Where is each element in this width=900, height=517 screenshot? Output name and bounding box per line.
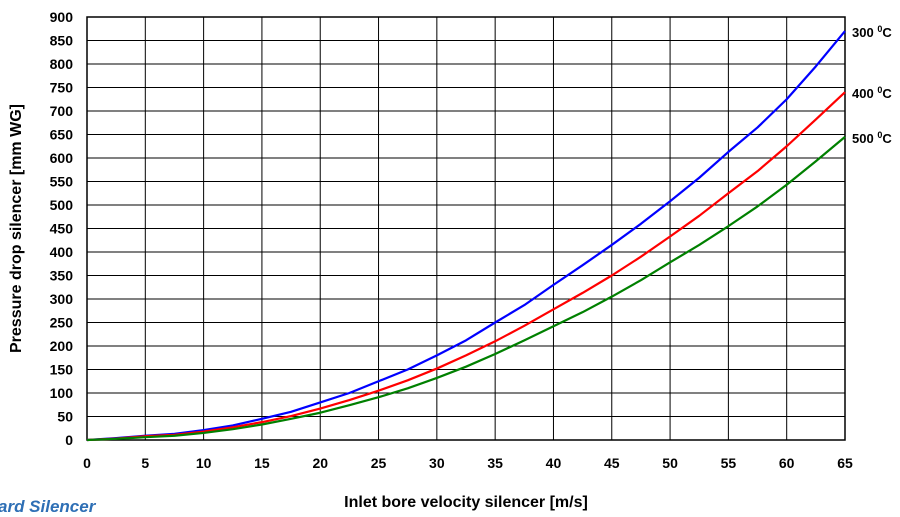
x-tick-label: 40 (546, 455, 562, 471)
y-tick-label: 750 (50, 80, 74, 96)
series-label-400: 400 0C (852, 85, 892, 101)
x-axis-title: Inlet bore velocity silencer [m/s] (344, 494, 588, 511)
y-tick-label: 150 (50, 362, 74, 378)
x-tick-label: 55 (721, 455, 737, 471)
x-tick-label: 10 (196, 455, 212, 471)
y-tick-label: 250 (50, 315, 74, 331)
x-tick-label: 25 (371, 455, 387, 471)
y-tick-label: 350 (50, 268, 74, 284)
x-tick-label: 65 (837, 455, 853, 471)
y-tick-labels: 0 50 100 150 200 250 300 350 400 450 500 550 600 650 7… (50, 9, 74, 448)
x-tick-label: 20 (312, 455, 328, 471)
y-tick-label: 800 (50, 56, 74, 72)
y-tick-label: 200 (50, 338, 74, 354)
series-line-300 (86, 30, 846, 442)
y-tick-label: 550 (50, 174, 74, 190)
y-tick-label: 50 (57, 409, 73, 425)
corner-caption: ard Silencer (0, 497, 96, 516)
x-tick-label: 45 (604, 455, 620, 471)
y-tick-label: 900 (50, 9, 74, 25)
series-lines (86, 30, 846, 442)
x-tick-label: 35 (487, 455, 503, 471)
y-tick-label: 400 (50, 244, 74, 260)
x-tick-label: 50 (662, 455, 678, 471)
x-tick-label: 60 (779, 455, 795, 471)
y-tick-label: 850 (50, 33, 74, 49)
x-tick-label: 15 (254, 455, 270, 471)
y-tick-label: 650 (50, 127, 74, 143)
y-tick-label: 500 (50, 197, 74, 213)
series-label-500: 500 0C (852, 130, 892, 146)
y-tick-label: 100 (50, 385, 74, 401)
series-labels: 300 0C 400 0C 500 0C (852, 24, 892, 146)
series-label-300: 300 0C (852, 24, 892, 40)
y-axis-title: Pressure drop silencer [mm WG] (8, 104, 25, 353)
x-tick-label: 5 (141, 455, 149, 471)
x-tick-label: 0 (83, 455, 91, 471)
x-tick-labels: 0 5 10 15 20 25 30 35 40 45 50 55 60 65 (83, 455, 853, 471)
y-tick-label: 300 (50, 291, 74, 307)
series-line-400 (86, 91, 846, 442)
x-tick-label: 30 (429, 455, 445, 471)
y-tick-label: 700 (50, 103, 74, 119)
y-tick-label: 600 (50, 150, 74, 166)
y-tick-label: 450 (50, 221, 74, 237)
y-tick-label: 0 (65, 432, 73, 448)
series-line-500 (86, 136, 846, 442)
